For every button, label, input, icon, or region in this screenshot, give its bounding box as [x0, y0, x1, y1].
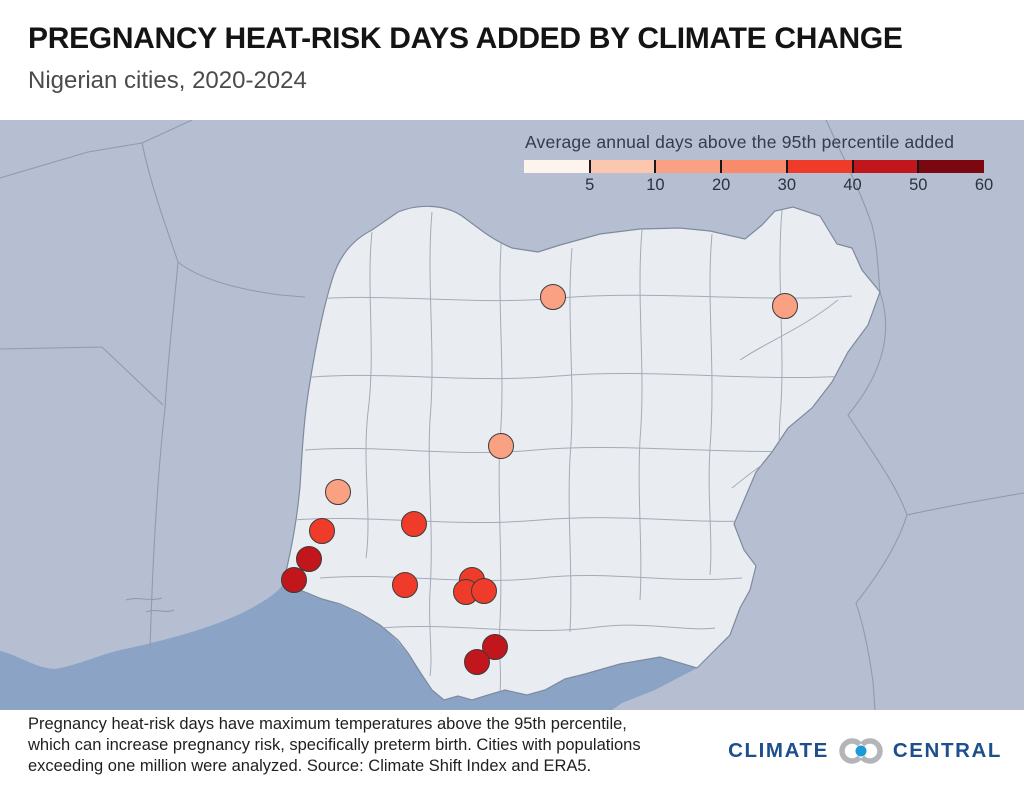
legend-tick-label: 30 — [777, 176, 797, 194]
city-dots — [281, 284, 798, 675]
legend-bin-50-60 — [918, 160, 985, 173]
border-niger-chad-cameroon — [825, 120, 908, 710]
state-line — [291, 517, 789, 524]
state-line — [638, 229, 643, 601]
logo-blue-dot — [855, 745, 867, 757]
city-dot-10-20-days — [488, 433, 514, 459]
state-line — [568, 247, 573, 633]
page-subtitle: Nigerian cities, 2020-2024 — [28, 67, 307, 94]
climate-central-logo-icon — [839, 738, 883, 764]
caption-line: exceeding one million were analyzed. Sou… — [28, 757, 592, 775]
legend-tick — [785, 160, 788, 173]
legend-bin-10-20 — [655, 160, 722, 173]
state-line — [301, 372, 849, 380]
header: PREGNANCY HEAT-RISK DAYS ADDED BY CLIMAT… — [28, 22, 903, 95]
logo-word-central: CENTRAL — [892, 739, 1002, 762]
ocean-gulf-of-guinea — [0, 584, 697, 710]
legend-tick-label: 20 — [711, 176, 731, 194]
city-dot-10-20-days — [772, 293, 798, 319]
legend-tick — [588, 160, 591, 173]
city-dot-30-40-days — [471, 578, 497, 604]
caption-line: Pregnancy heat-risk days have maximum te… — [28, 715, 627, 733]
coastal-lagoons — [125, 597, 175, 613]
state-line — [708, 233, 713, 576]
border-benin-west — [0, 346, 164, 406]
nigeria-map-svg — [0, 120, 1024, 710]
city-dot-40-50-days — [464, 649, 490, 675]
neighbor-borders — [0, 120, 1024, 710]
legend-tick-label: 60 — [974, 176, 994, 194]
legend-tick-labels: 5 10 20 30 40 50 60 — [524, 173, 993, 195]
legend-tick-label: 50 — [909, 176, 928, 194]
climate-central-logo: CLIMATE CENTRAL — [728, 735, 1002, 767]
map-legend: Average annual days above the 95th perce… — [524, 132, 993, 195]
state-line — [304, 446, 839, 454]
legend-tick — [917, 160, 920, 173]
state-line — [428, 211, 433, 677]
caption: Pregnancy heat-risk days have maximum te… — [28, 714, 788, 777]
border-niger-burkina — [0, 120, 193, 179]
state-line — [365, 231, 373, 559]
legend-tick — [851, 160, 854, 173]
state-line — [739, 299, 839, 361]
city-dot-30-40-days — [401, 511, 427, 537]
city-dot-10-20-days — [325, 479, 351, 505]
map: Average annual days above the 95th perce… — [0, 120, 1024, 710]
border-cameroon-east — [906, 492, 1024, 516]
city-dot-40-50-days — [482, 634, 508, 660]
city-dot-10-20-days — [540, 284, 566, 310]
legend-tick — [720, 160, 723, 173]
logo-c-right — [860, 738, 883, 764]
legend-bin-0-5 — [524, 160, 590, 173]
legend-tick-label: 5 — [585, 176, 595, 194]
logo-c-left — [839, 738, 862, 764]
nigeria-shape — [282, 205, 881, 701]
city-dot-40-50-days — [281, 567, 307, 593]
city-dot-40-50-days — [296, 546, 322, 572]
legend-title: Average annual days above the 95th perce… — [525, 132, 955, 152]
state-line — [319, 574, 743, 582]
legend-colorbar — [524, 160, 985, 173]
caption-line: which can increase pregnancy risk, speci… — [28, 736, 641, 754]
legend-tick-label: 10 — [646, 176, 665, 194]
logo-word-climate: CLIMATE — [728, 739, 829, 762]
city-dot-30-40-days — [309, 518, 335, 544]
page-title: PREGNANCY HEAT-RISK DAYS ADDED BY CLIMAT… — [28, 22, 903, 55]
legend-bin-5-10 — [589, 160, 656, 173]
city-dot-30-40-days — [392, 572, 418, 598]
legend-bin-40-50 — [852, 160, 919, 173]
legend-tick — [654, 160, 657, 173]
state-line — [379, 624, 716, 632]
legend-tick-label: 40 — [843, 176, 862, 194]
legend-bin-20-30 — [721, 160, 787, 173]
legend-bin-30-40 — [786, 160, 853, 173]
border-benin-togo — [149, 261, 179, 651]
